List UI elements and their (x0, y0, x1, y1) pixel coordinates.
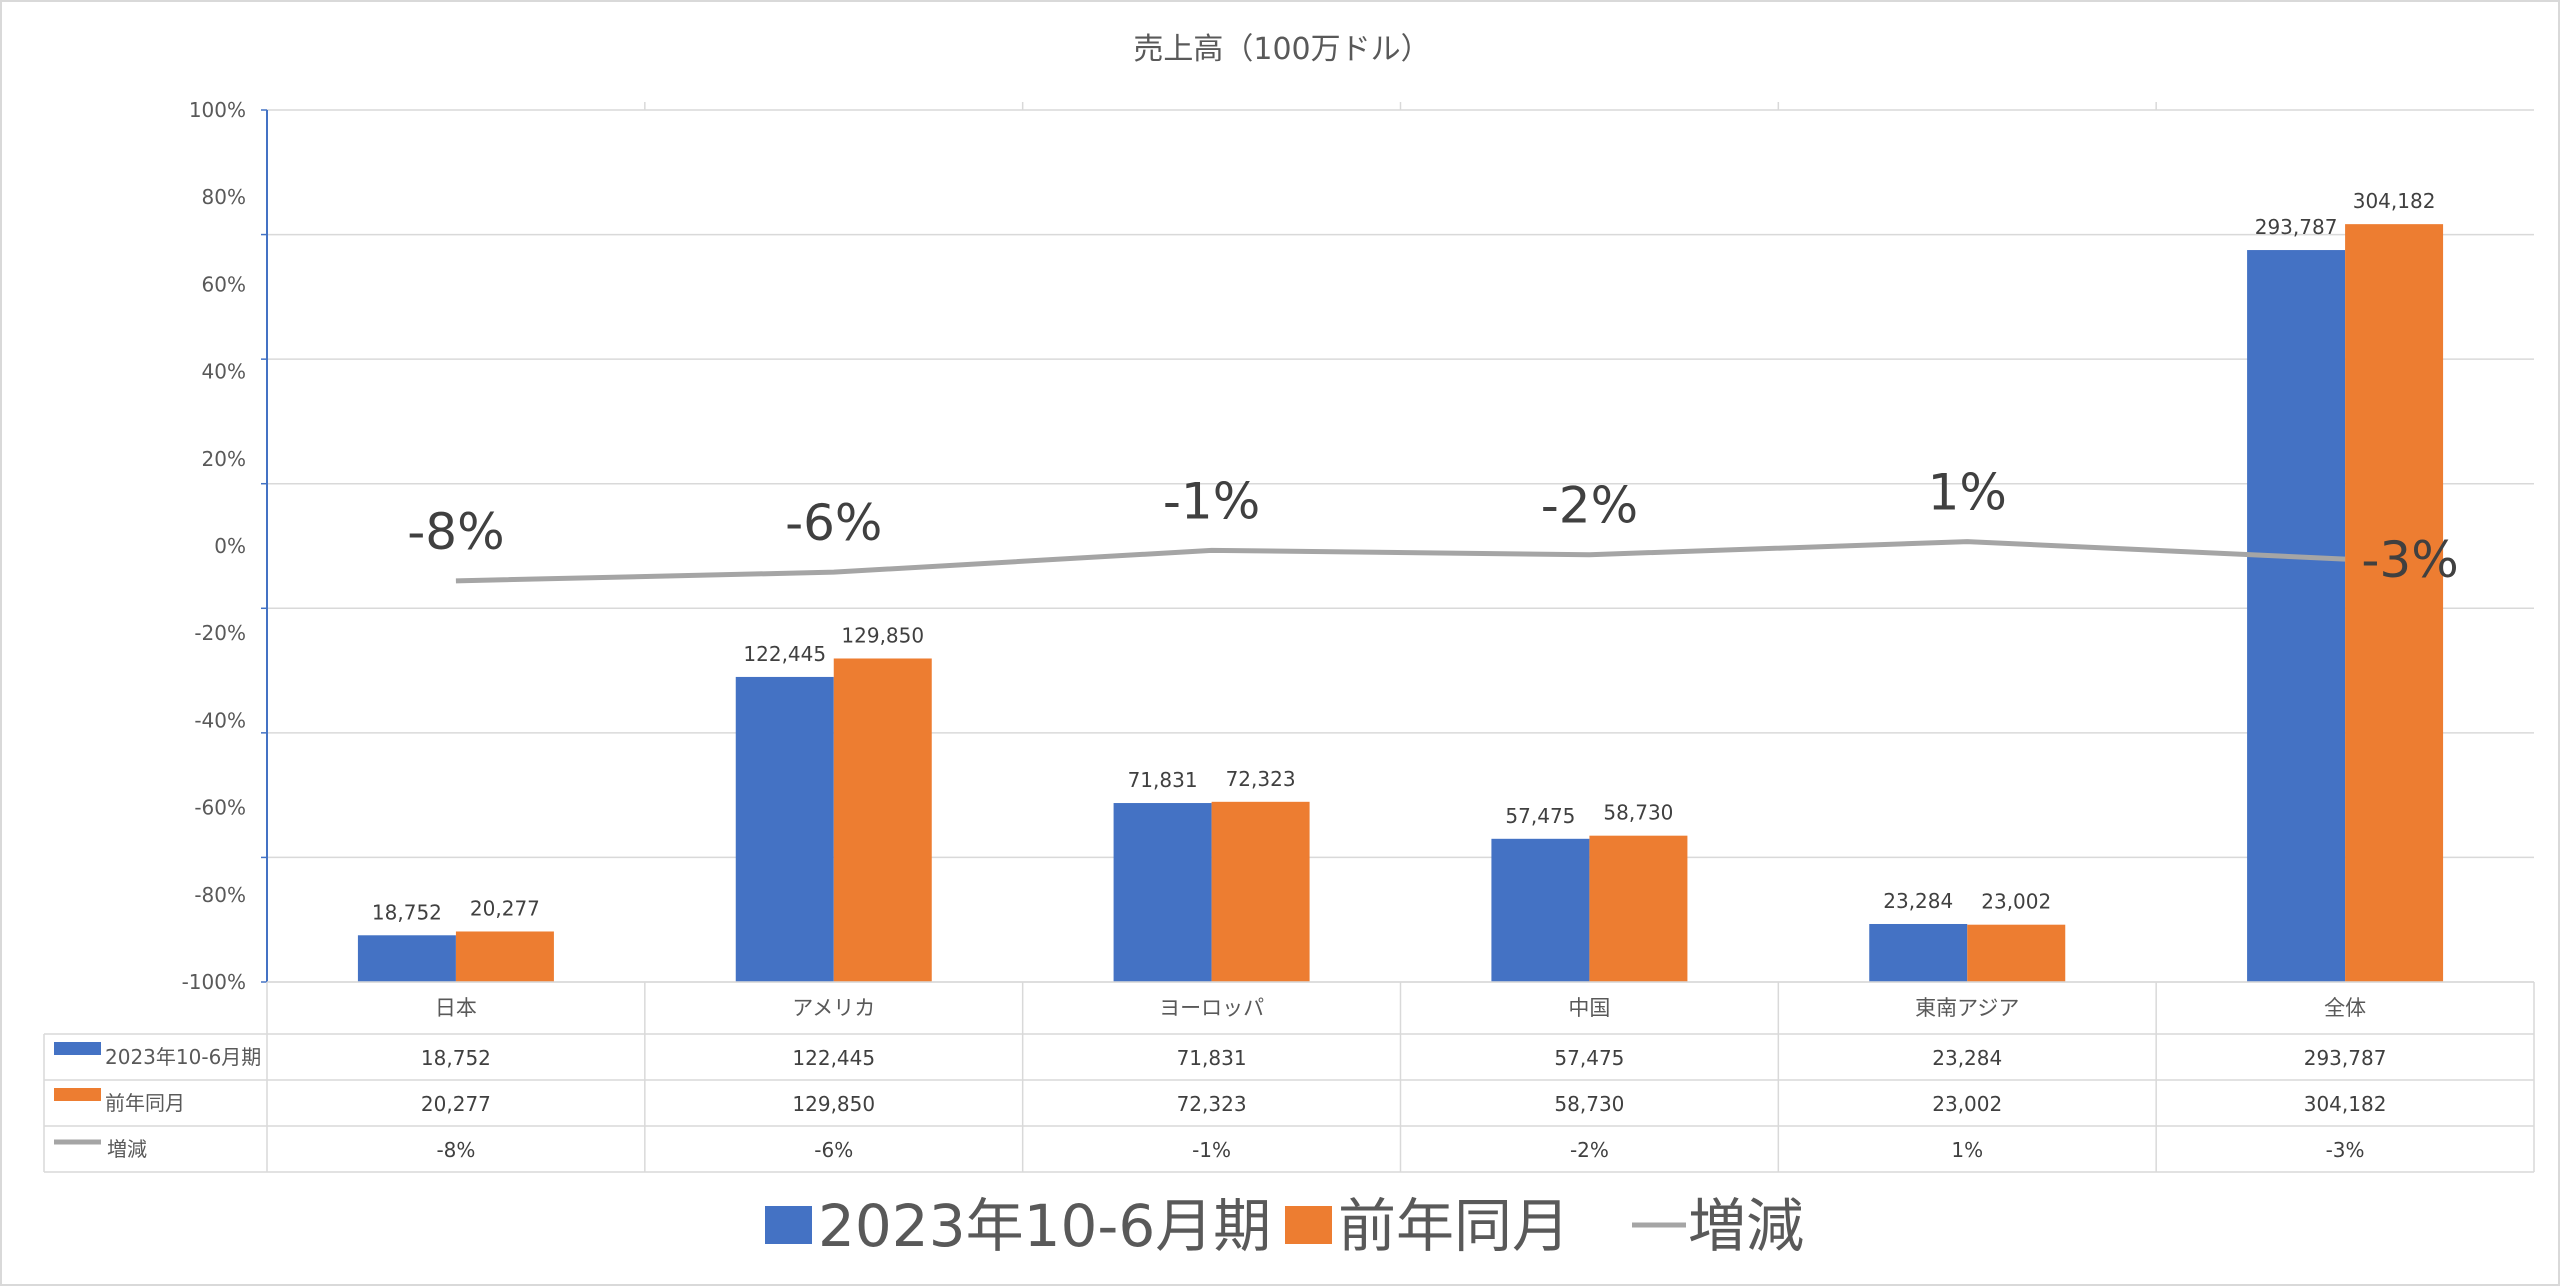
y-tick-label: -60% (194, 796, 246, 820)
table-cell: 23,002 (1932, 1092, 2002, 1116)
table-series-name: 2023年10-6月期 (105, 1045, 261, 1069)
table-cell: 57,475 (1554, 1046, 1624, 1070)
y-axis: 100% 80% 60% 40% 20% 0% -20% -40% -60% -80% -100% (182, 98, 268, 994)
y-tick-label: -20% (194, 621, 246, 645)
table-legend-key (54, 1042, 101, 1055)
legend-key (1285, 1206, 1332, 1244)
bar-value-label: 58,730 (1603, 801, 1673, 825)
bars (357, 224, 2444, 983)
table-cell: 71,831 (1177, 1046, 1247, 1070)
change-series-line (455, 539, 2346, 584)
table-cell: 293,787 (2304, 1046, 2387, 1070)
bar-value-label: 57,475 (1505, 804, 1575, 828)
bar (1211, 801, 1310, 982)
change-value-label: 1% (1928, 464, 2007, 522)
table-cell: -6% (814, 1138, 853, 1162)
bar-value-label: 72,323 (1226, 767, 1296, 791)
table-cell: 72,323 (1177, 1092, 1247, 1116)
bar (1869, 923, 1968, 982)
y-tick-label: 20% (202, 447, 246, 471)
table-cell: 129,850 (792, 1092, 875, 1116)
table-cell: 304,182 (2304, 1092, 2387, 1116)
data-table: 日本 アメリカ ヨーロッパ 中国 東南アジア 全体 2023年10-6月期 18,752 122… (43, 981, 2535, 1173)
change-value-label: -1% (1163, 472, 1260, 530)
y-tick-label: 80% (202, 185, 246, 209)
change-value-label: -3% (2361, 531, 2458, 589)
table-cell: -8% (436, 1138, 475, 1162)
category-label: 中国 (1568, 996, 1610, 1020)
legend-key (765, 1206, 812, 1244)
bar-data-labels: 18,752 20,277 122,445 129,850 71,831 72,323 57… (372, 189, 2436, 924)
category-label: 日本 (435, 996, 477, 1020)
category-label: 東南アジア (1915, 996, 2019, 1020)
legend-label: 増減 (1688, 1192, 1804, 1260)
change-value-label: -2% (1541, 477, 1638, 535)
bar (357, 935, 456, 982)
bar-value-label: 293,787 (2255, 215, 2338, 239)
table-series-name: 前年同月 (105, 1091, 185, 1115)
bar-value-label: 304,182 (2353, 189, 2436, 213)
legend-label: 前年同月 (1338, 1192, 1570, 1260)
bar (833, 658, 932, 982)
bar (735, 676, 834, 982)
table-cell: 58,730 (1554, 1092, 1624, 1116)
table-legend-key (54, 1088, 101, 1101)
bar (455, 931, 554, 982)
table-cell: -3% (2326, 1138, 2365, 1162)
bar (2345, 224, 2444, 982)
gridlines (261, 102, 2534, 983)
change-value-label: -8% (407, 503, 504, 561)
chart-title: 売上高（100万ドル） (1133, 32, 1430, 67)
change-line (455, 539, 2346, 584)
bar-value-label: 18,752 (372, 900, 442, 924)
table-cell: -2% (1570, 1138, 1609, 1162)
category-label: ヨーロッパ (1159, 996, 1264, 1020)
bar (1589, 835, 1688, 982)
y-tick-label: -40% (194, 708, 246, 732)
bar-value-label: 129,850 (841, 623, 924, 647)
category-label: 全体 (2324, 996, 2366, 1020)
table-cell: 23,284 (1932, 1046, 2002, 1070)
table-cell: 1% (1951, 1138, 1983, 1162)
bar (1491, 838, 1590, 982)
bar-value-label: 23,002 (1981, 890, 2051, 914)
change-data-labels: -8% -6% -1% -2% 1% -3% (407, 464, 2459, 589)
y-tick-label: 60% (202, 272, 246, 296)
y-tick-label: 100% (189, 98, 246, 122)
y-tick-label: -80% (194, 883, 246, 907)
bar-value-label: 20,277 (470, 896, 540, 920)
bar (1113, 803, 1212, 982)
y-tick-label: 40% (202, 360, 246, 384)
bar-value-label: 23,284 (1883, 889, 1953, 913)
bar-value-label: 71,831 (1128, 768, 1198, 792)
y-tick-label: 0% (214, 534, 246, 558)
table-series-name: 増減 (107, 1137, 147, 1161)
bar-value-label: 122,445 (743, 642, 826, 666)
table-cell: 20,277 (421, 1092, 491, 1116)
y-tick-label: -100% (182, 970, 246, 994)
category-label: アメリカ (792, 996, 875, 1020)
table-cell: 122,445 (792, 1046, 875, 1070)
table-cell: 18,752 (421, 1046, 491, 1070)
legend-label: 2023年10-6月期 (818, 1192, 1271, 1260)
change-value-label: -6% (785, 494, 882, 552)
legend: 2023年10-6月期 前年同月 増減 (765, 1192, 1804, 1260)
bar (2247, 250, 2346, 983)
bar (1967, 924, 2066, 982)
table-cell: -1% (1192, 1138, 1231, 1162)
